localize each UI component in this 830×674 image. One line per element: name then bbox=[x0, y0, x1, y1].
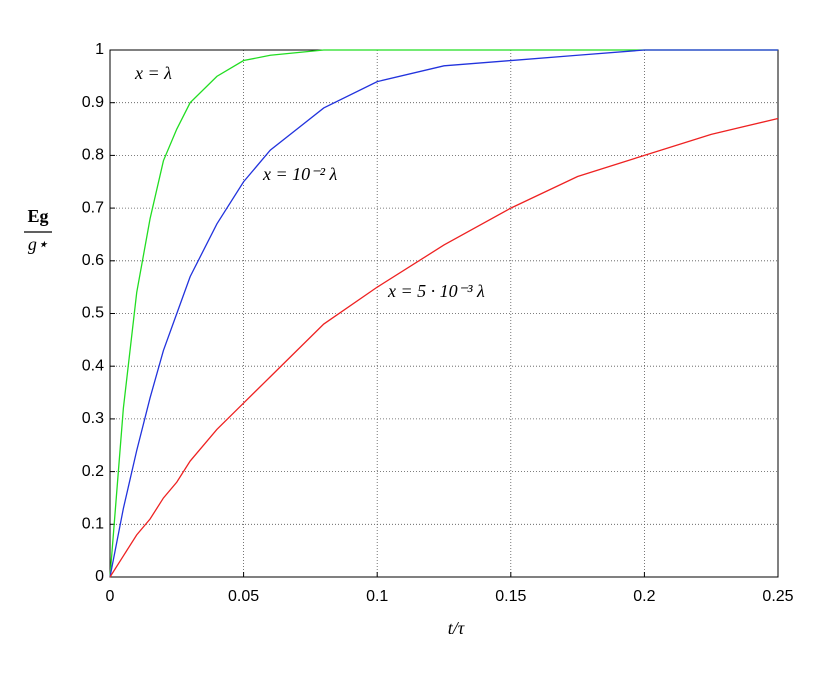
y-tick-label: 0.8 bbox=[82, 147, 104, 164]
y-axis-label: Eg bbox=[27, 206, 48, 226]
y-tick-label: 0.3 bbox=[82, 410, 104, 427]
y-axis-label: g⋆ bbox=[28, 234, 48, 254]
y-tick-label: 0 bbox=[95, 568, 104, 585]
y-tick-label: 0.2 bbox=[82, 463, 104, 480]
x-tick-label: 0.25 bbox=[762, 588, 793, 605]
y-tick-label: 0.4 bbox=[82, 357, 104, 374]
series-line bbox=[109, 49, 778, 578]
series-annotation: x = 5 · 10⁻³ λ bbox=[387, 281, 485, 301]
y-tick-label: 0.6 bbox=[82, 252, 104, 269]
y-tick-label: 0.5 bbox=[82, 305, 104, 322]
y-tick-label: 0.9 bbox=[82, 94, 104, 111]
x-tick-label: 0.05 bbox=[228, 588, 259, 605]
x-axis-label: t/τ bbox=[448, 618, 465, 638]
x-tick-label: 0.2 bbox=[633, 588, 655, 605]
x-tick-label: 0.1 bbox=[366, 588, 388, 605]
y-tick-label: 0.1 bbox=[82, 516, 104, 533]
y-tick-label: 1 bbox=[95, 41, 104, 58]
series-annotation: x = 10⁻² λ bbox=[262, 164, 338, 184]
series-line bbox=[109, 117, 779, 578]
x-tick-label: 0.15 bbox=[495, 588, 526, 605]
series-line bbox=[109, 49, 778, 578]
x-tick-label: 0 bbox=[106, 588, 115, 605]
y-tick-label: 0.7 bbox=[82, 199, 104, 216]
series-annotation: x = λ bbox=[134, 63, 172, 83]
